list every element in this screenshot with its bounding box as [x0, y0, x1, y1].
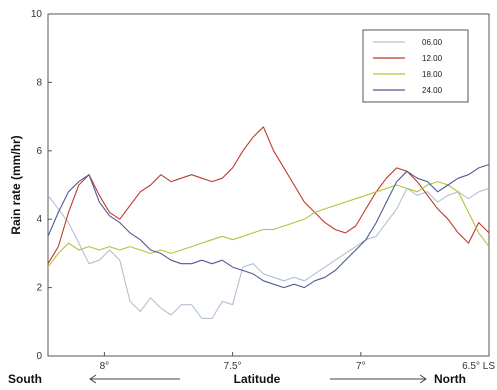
legend-entry-label: 06.00 [422, 38, 443, 47]
y-tick-label: 4 [36, 214, 42, 225]
x-tick-label: 7° [356, 361, 366, 372]
x-tick-label: 7.5° [224, 361, 242, 372]
series-lines [47, 126, 490, 319]
series-line-24.00 [47, 163, 490, 289]
legend-entry-label: 18.00 [422, 70, 443, 79]
y-tick-label: 8 [36, 77, 42, 88]
y-tick-label: 0 [36, 351, 42, 362]
series-line-18.00 [47, 181, 490, 268]
south-direction-label: South [8, 372, 42, 386]
x-tick-label: 8° [100, 361, 110, 372]
x-axis-label: Latitude [234, 372, 281, 386]
y-tick-label: 6 [36, 146, 42, 157]
y-axis-label: Rain rate (mm/hr) [9, 135, 23, 234]
legend-box [362, 29, 469, 103]
y-tick-label: 10 [31, 9, 43, 20]
axis-ticks: 0 2 4 6 8 10 8° 7.5° 7° 6.5° LS [31, 9, 495, 372]
north-direction-label: North [434, 372, 466, 386]
y-tick-label: 2 [36, 283, 42, 294]
x-tick-label: 6.5° LS [462, 361, 495, 372]
legend-entry-label: 12.00 [422, 54, 443, 63]
series-line-12.00 [47, 126, 490, 264]
legend-entry-label: 24.00 [422, 86, 443, 95]
legend: 06.00 12.00 18.00 24.00 [362, 29, 469, 103]
plot-frame [47, 13, 490, 357]
north-arrow [330, 374, 427, 384]
south-arrow [89, 374, 180, 384]
series-line-06.00 [47, 187, 490, 319]
